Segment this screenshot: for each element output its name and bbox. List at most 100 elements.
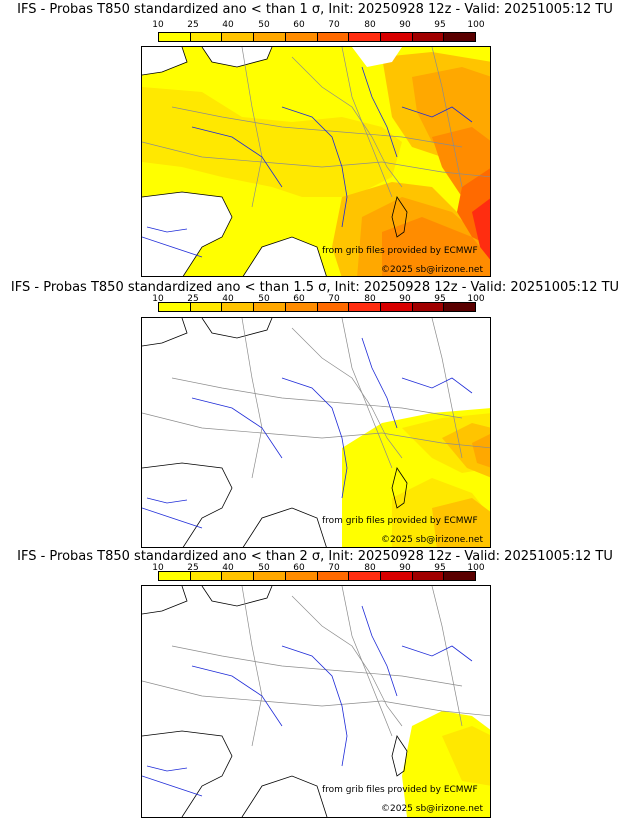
admin-border bbox=[241, 586, 263, 747]
source-credit: from grib files provided by ECMWF bbox=[322, 516, 478, 526]
admin-border bbox=[431, 586, 463, 727]
colorbar-tick: 60 bbox=[293, 294, 305, 304]
colorbar-swatch bbox=[285, 303, 318, 311]
panel-1: IFS - Probas T850 standardized ano < tha… bbox=[0, 0, 630, 278]
admin-border bbox=[142, 412, 490, 449]
colorbar-tick: 25 bbox=[187, 20, 199, 30]
panel-title: IFS - Probas T850 standardized ano < tha… bbox=[10, 280, 620, 295]
river bbox=[142, 236, 203, 258]
panel-title: IFS - Probas T850 standardized ano < tha… bbox=[17, 549, 613, 564]
panel-3: IFS - Probas T850 standardized ano < tha… bbox=[0, 540, 630, 828]
colorbar-tick: 50 bbox=[258, 294, 270, 304]
admin-border bbox=[171, 645, 463, 687]
colorbar-tick: 70 bbox=[328, 563, 340, 573]
colorbar-swatch bbox=[349, 303, 381, 311]
coastline bbox=[142, 191, 233, 276]
colorbar bbox=[158, 32, 476, 42]
admin-border bbox=[171, 377, 463, 419]
colorbar bbox=[158, 571, 476, 581]
probability-map bbox=[141, 585, 491, 818]
colorbar-swatch bbox=[412, 33, 445, 41]
colorbar-swatch bbox=[159, 33, 191, 41]
source-credit: from grib files provided by ECMWF bbox=[322, 785, 478, 795]
colorbar-tick: 40 bbox=[222, 20, 234, 30]
river bbox=[401, 377, 473, 394]
river bbox=[191, 126, 283, 188]
river bbox=[401, 645, 473, 662]
probability-area bbox=[472, 198, 490, 260]
copyright-credit: ©2025 sb@irizone.net bbox=[381, 265, 483, 275]
admin-border bbox=[431, 318, 463, 459]
coastline bbox=[201, 318, 273, 339]
river bbox=[361, 605, 398, 697]
admin-border bbox=[341, 586, 393, 737]
coastline bbox=[142, 318, 188, 347]
colorbar-tick: 10 bbox=[152, 294, 164, 304]
colorbar-tick: 10 bbox=[152, 20, 164, 30]
coastline bbox=[142, 586, 188, 615]
colorbar-swatch bbox=[317, 572, 350, 580]
coastline bbox=[142, 462, 233, 547]
map-graphic bbox=[142, 47, 490, 276]
colorbar-tick: 70 bbox=[328, 20, 340, 30]
colorbar-tick: 50 bbox=[258, 20, 270, 30]
colorbar-tick: 40 bbox=[222, 563, 234, 573]
colorbar-tick: 100 bbox=[467, 563, 485, 573]
colorbar-tick: 25 bbox=[187, 294, 199, 304]
river bbox=[191, 665, 283, 727]
admin-border bbox=[142, 141, 490, 178]
river bbox=[281, 377, 348, 499]
colorbar-swatch bbox=[190, 303, 223, 311]
colorbar-swatch bbox=[285, 572, 318, 580]
colorbar-tick: 90 bbox=[399, 563, 411, 573]
map-graphic bbox=[142, 586, 490, 817]
colorbar-swatch bbox=[380, 303, 413, 311]
colorbar-swatch bbox=[254, 572, 286, 580]
coastline bbox=[142, 47, 188, 76]
colorbar-swatch bbox=[380, 572, 413, 580]
colorbar-swatch bbox=[222, 572, 255, 580]
admin-border bbox=[142, 680, 490, 717]
colorbar-swatch bbox=[380, 33, 413, 41]
colorbar-tick: 90 bbox=[399, 294, 411, 304]
colorbar-tick: 70 bbox=[328, 294, 340, 304]
colorbar-tick: 90 bbox=[399, 20, 411, 30]
colorbar-tick: 100 bbox=[467, 20, 485, 30]
coastline bbox=[201, 586, 273, 607]
colorbar-swatch bbox=[190, 572, 223, 580]
admin-border bbox=[241, 47, 263, 208]
river bbox=[281, 645, 348, 767]
admin-border bbox=[341, 47, 393, 198]
river bbox=[142, 507, 203, 529]
colorbar-tick: 80 bbox=[364, 563, 376, 573]
colorbar-swatch bbox=[317, 303, 350, 311]
panel-title: IFS - Probas T850 standardized ano < tha… bbox=[17, 2, 613, 17]
colorbar-swatch bbox=[317, 33, 350, 41]
colorbar-tick: 80 bbox=[364, 294, 376, 304]
colorbar-swatch bbox=[444, 303, 476, 311]
source-credit: from grib files provided by ECMWF bbox=[322, 246, 478, 256]
river bbox=[281, 106, 348, 228]
river bbox=[142, 775, 203, 797]
probability-area bbox=[472, 434, 490, 468]
colorbar-swatch bbox=[349, 33, 381, 41]
copyright-credit: ©2025 sb@irizone.net bbox=[381, 535, 483, 545]
colorbar-tick: 60 bbox=[293, 20, 305, 30]
colorbar-swatch bbox=[412, 303, 445, 311]
colorbar-swatch bbox=[159, 572, 191, 580]
colorbar-tick: 100 bbox=[467, 294, 485, 304]
river bbox=[146, 497, 188, 504]
coastline bbox=[391, 467, 408, 509]
river bbox=[401, 106, 473, 123]
copyright-credit: ©2025 sb@irizone.net bbox=[381, 804, 483, 814]
colorbar-ticks: 10 25 40 50 60 70 80 90 95 100 bbox=[0, 543, 630, 573]
coastline bbox=[242, 236, 327, 276]
panel-2: IFS - Probas T850 standardized ano < tha… bbox=[0, 270, 630, 548]
colorbar-swatch bbox=[349, 572, 381, 580]
colorbar-swatch bbox=[190, 33, 223, 41]
map-graphic bbox=[142, 318, 490, 547]
coastline bbox=[241, 775, 328, 817]
colorbar bbox=[158, 302, 476, 312]
admin-border bbox=[431, 47, 463, 188]
colorbar-tick: 40 bbox=[222, 294, 234, 304]
